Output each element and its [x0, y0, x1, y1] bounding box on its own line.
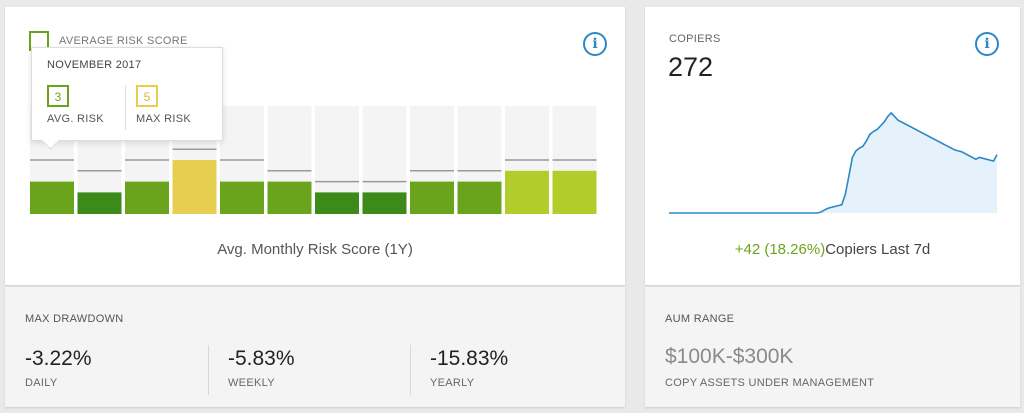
sparkline-area — [669, 112, 997, 213]
legend-label: AVERAGE RISK SCORE — [59, 35, 188, 47]
max-drawdown-panel: MAX DRAWDOWN -3.22% DAILY -5.83% WEEKLY … — [5, 287, 625, 407]
aum-value: $100K-$300K — [665, 345, 794, 368]
tooltip-avg-value: 3 — [47, 85, 69, 107]
tooltip-divider — [125, 85, 126, 130]
tooltip-title: NOVEMBER 2017 — [47, 59, 142, 71]
risk-score-card: AVERAGE RISK SCORE i Avg. Monthly Risk S… — [5, 7, 625, 285]
tooltip-max-label: MAX RISK — [136, 113, 191, 125]
risk-bar[interactable] — [267, 181, 312, 214]
drawdown-daily-label: DAILY — [25, 377, 58, 389]
info-icon[interactable]: i — [975, 32, 999, 56]
drawdown-weekly-value: -5.83% — [228, 347, 295, 370]
stat-divider — [410, 345, 411, 395]
risk-bar[interactable] — [362, 192, 407, 214]
risk-bar[interactable] — [457, 181, 502, 214]
drawdown-weekly-label: WEEKLY — [228, 377, 275, 389]
drawdown-daily-value: -3.22% — [25, 347, 92, 370]
risk-tooltip: NOVEMBER 2017 3 AVG. RISK 5 MAX RISK — [31, 47, 223, 141]
sparkline-line — [669, 111, 998, 214]
risk-bar[interactable] — [172, 160, 217, 214]
stat-divider — [208, 345, 209, 395]
risk-bar[interactable] — [30, 181, 74, 214]
risk-bar[interactable] — [505, 170, 549, 214]
aum-heading: AUM RANGE — [665, 313, 735, 325]
risk-bar[interactable] — [410, 181, 454, 214]
copiers-value: 272 — [668, 52, 714, 82]
risk-bar[interactable] — [220, 181, 264, 214]
risk-bar[interactable] — [315, 192, 359, 214]
copiers-sparkline — [669, 111, 998, 214]
tooltip-avg-label: AVG. RISK — [47, 113, 104, 125]
drawdown-weekly: -5.83% WEEKLY — [228, 347, 295, 389]
copiers-delta-text: Copiers Last 7d — [825, 241, 931, 258]
aum-label: COPY ASSETS UNDER MANAGEMENT — [665, 377, 875, 389]
drawdown-yearly-label: YEARLY — [430, 377, 475, 389]
risk-bar[interactable] — [125, 181, 169, 214]
chart-caption: Avg. Monthly Risk Score (1Y) — [217, 241, 413, 258]
risk-bar[interactable] — [552, 170, 597, 214]
tooltip-max-value: 5 — [136, 85, 158, 107]
tooltip-max: 5 MAX RISK — [136, 85, 191, 125]
copiers-footer: +42 (18.26%)Copiers Last 7d — [645, 241, 1020, 258]
risk-bar[interactable] — [77, 192, 122, 214]
info-icon[interactable]: i — [583, 32, 607, 56]
drawdown-heading: MAX DRAWDOWN — [25, 313, 124, 325]
aum-range-panel: AUM RANGE $100K-$300K COPY ASSETS UNDER … — [645, 287, 1020, 407]
copiers-card: COPIERS 272 i +42 (18.26%)Copiers Last 7… — [645, 7, 1020, 285]
copiers-label: COPIERS — [669, 33, 721, 45]
tooltip-avg: 3 AVG. RISK — [47, 85, 104, 125]
copiers-delta: +42 (18.26%) — [734, 241, 826, 258]
drawdown-daily: -3.22% DAILY — [25, 347, 92, 389]
drawdown-yearly: -15.83% YEARLY — [430, 347, 508, 389]
drawdown-yearly-value: -15.83% — [430, 347, 509, 370]
